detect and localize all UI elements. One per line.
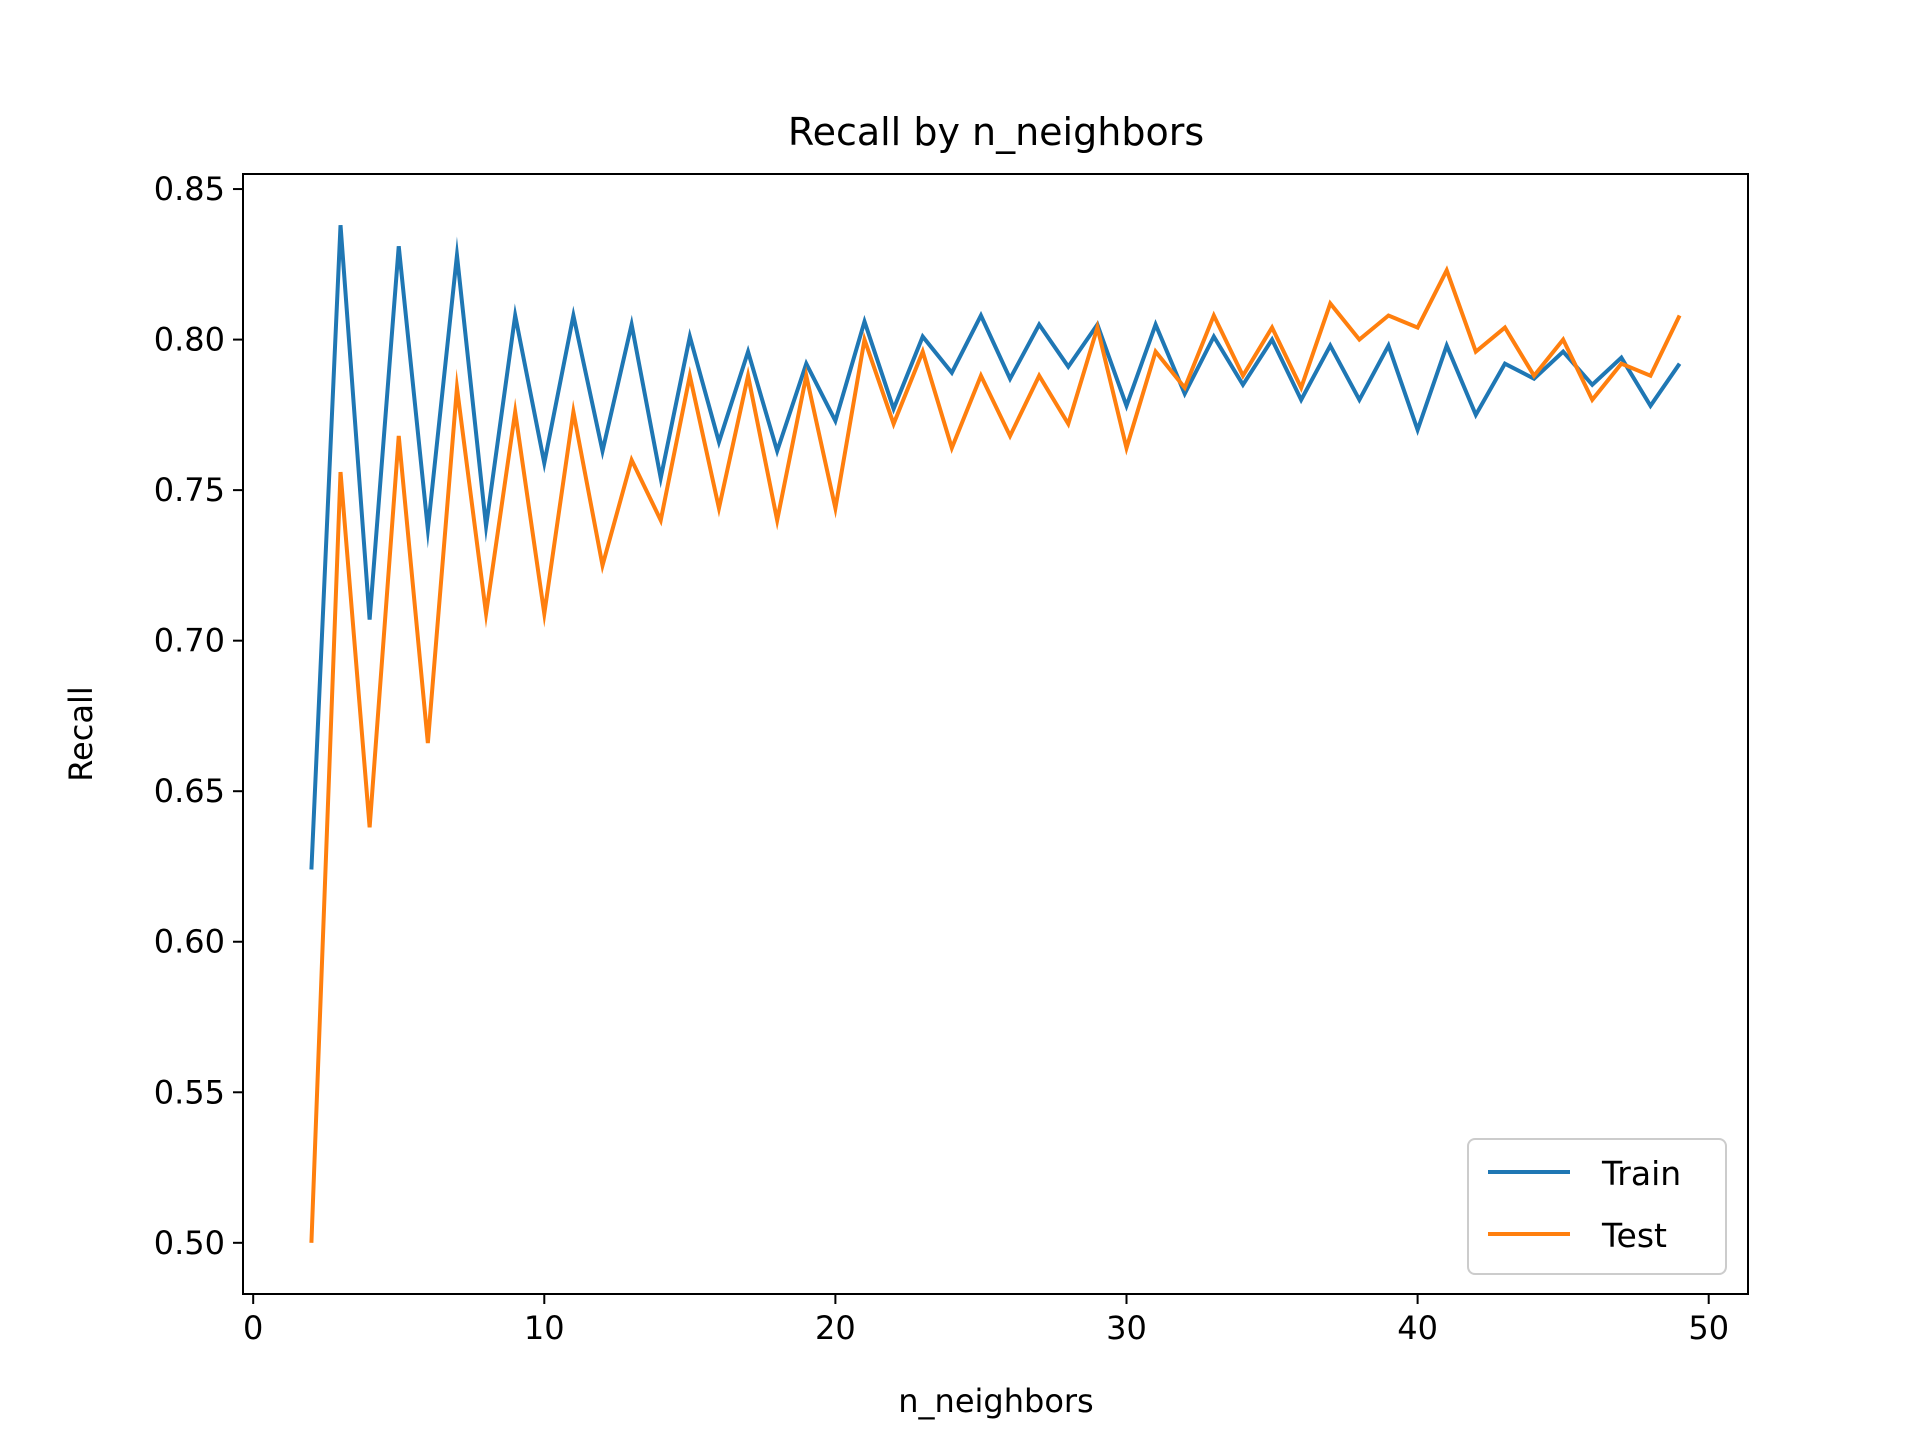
x-tick-label: 30 [1106, 1309, 1147, 1347]
y-tick-label: 0.50 [154, 1224, 225, 1262]
y-tick-label: 0.70 [154, 622, 225, 660]
x-axis-title: n_neighbors [898, 1382, 1093, 1420]
legend-box [1467, 1138, 1727, 1275]
y-tick-label: 0.65 [154, 772, 225, 810]
y-axis: 0.50 0.55 0.60 0.65 0.70 0.75 0.80 0.85 [154, 170, 243, 1262]
plot-area [309, 225, 1682, 1243]
x-tick-label: 0 [243, 1309, 263, 1347]
y-tick-label: 0.60 [154, 923, 225, 961]
legend-label-train: Train [1601, 1154, 1681, 1193]
x-axis: 0 10 20 30 40 50 [243, 1294, 1729, 1347]
legend-label-test: Test [1601, 1216, 1667, 1255]
x-tick-label: 20 [815, 1309, 856, 1347]
y-tick-label: 0.80 [154, 321, 225, 359]
x-tick-label: 10 [524, 1309, 565, 1347]
y-tick-label: 0.85 [154, 170, 225, 208]
x-tick-label: 40 [1397, 1309, 1438, 1347]
legend: Train Test [1467, 1138, 1727, 1275]
y-axis-title: Recall [62, 686, 100, 781]
y-tick-label: 0.75 [154, 471, 225, 509]
series-line-train [309, 225, 1682, 870]
y-tick-label: 0.55 [154, 1073, 225, 1111]
plot-frame [242, 173, 1749, 1295]
series-line-test [309, 265, 1682, 1243]
chart-title: Recall by n_neighbors [788, 110, 1204, 154]
x-tick-label: 50 [1688, 1309, 1729, 1347]
